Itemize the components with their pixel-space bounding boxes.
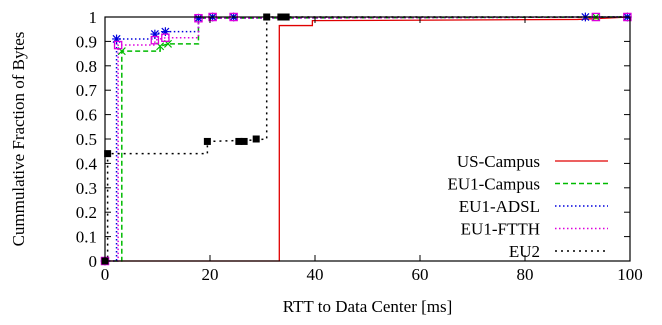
x-tick-label: 100 <box>617 265 643 284</box>
series-line-us-campus <box>105 16 631 262</box>
x-tick-label: 20 <box>202 265 219 284</box>
y-tick-label: 0.3 <box>76 179 97 198</box>
legend-label-eu2: EU2 <box>509 242 540 261</box>
data-point-eu1-ftth <box>150 35 160 45</box>
y-tick-label: 0.9 <box>76 32 97 51</box>
series-layer <box>105 16 631 262</box>
y-tick-label: 1 <box>89 8 98 27</box>
y-tick-label: 0.2 <box>76 203 97 222</box>
marker-layer <box>100 12 632 266</box>
y-axis-label: Cummulative Fraction of Bytes <box>9 32 28 247</box>
x-axis-label: RTT to Data Center [ms] <box>283 297 453 316</box>
data-point-eu2 <box>252 135 260 143</box>
legend: US-Campus EU1-Campus EU1-ADSL EU1-FTTH EU2 <box>447 152 608 261</box>
y-tick-label: 0.5 <box>76 130 97 149</box>
data-point-eu2 <box>203 137 211 145</box>
tick-layer: 0 20 40 60 80 10000.10.20.30.40.50.60.70.80.9… <box>76 8 643 284</box>
y-tick-label: 0.8 <box>76 57 97 76</box>
data-point-eu1-adsl <box>194 13 203 23</box>
y-tick-label: 0.1 <box>76 228 97 247</box>
series-line-eu2 <box>105 16 630 262</box>
series-line-eu1-campus <box>105 16 631 262</box>
data-point-eu1-ftth <box>194 13 203 23</box>
series-line-eu1-ftth <box>105 16 631 262</box>
legend-label-eu1-campus: EU1-Campus <box>447 175 540 194</box>
y-tick-label: 0.7 <box>76 81 98 100</box>
y-tick-label: 0.6 <box>76 106 97 125</box>
legend-label-us-campus: US-Campus <box>457 152 540 171</box>
plot-frame <box>104 16 631 262</box>
x-tick-label: 40 <box>307 265 324 284</box>
legend-label-eu1-adsl: EU1-ADSL <box>459 197 540 216</box>
y-tick-label: 0 <box>89 252 98 271</box>
data-point-eu1-ftth <box>161 33 170 42</box>
x-tick-label: 0 <box>101 265 110 284</box>
data-point-eu1-ftth <box>113 40 123 50</box>
series-line-eu1-adsl <box>105 16 631 262</box>
legend-label-eu1-ftth: EU1-FTTH <box>461 220 540 239</box>
y-tick-label: 0.4 <box>76 154 98 173</box>
x-tick-label: 80 <box>517 265 534 284</box>
x-tick-label: 60 <box>412 265 429 284</box>
data-point-eu2 <box>240 137 248 145</box>
